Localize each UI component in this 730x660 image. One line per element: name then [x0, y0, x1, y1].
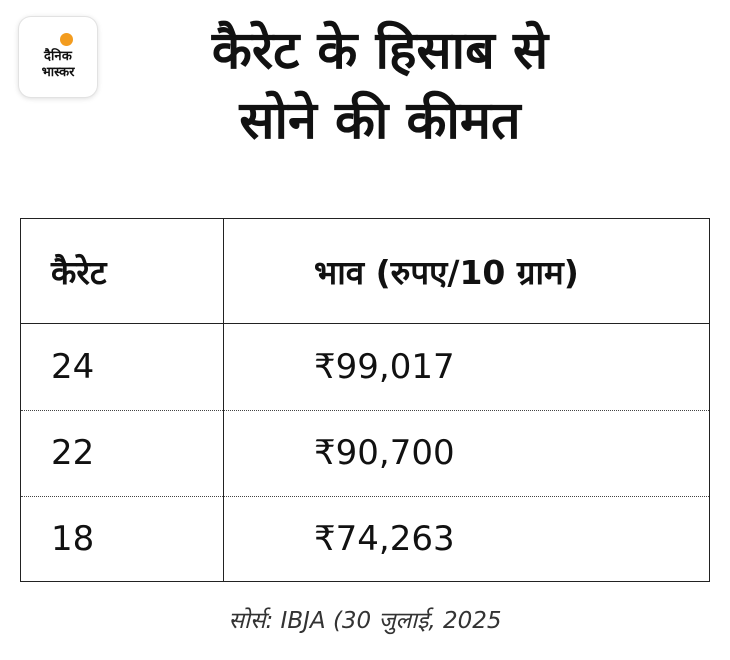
- table-row: 22 ₹90,700: [21, 410, 709, 497]
- table-row: 18 ₹74,263: [21, 496, 709, 581]
- title-line2: सोने की कीमत: [239, 91, 521, 151]
- brand-name-line2: भास्कर: [41, 65, 75, 80]
- table-header-row: कैरेट भाव (रुपए/10 ग्राम): [21, 219, 709, 324]
- price-cell: ₹74,263: [314, 518, 455, 559]
- table-row: 24 ₹99,017: [21, 323, 709, 411]
- title-line1: कैरेट के हिसाब से: [211, 21, 549, 81]
- price-cell: ₹99,017: [314, 346, 455, 387]
- header-carat: कैरेट: [51, 252, 107, 292]
- page-title: कैरेट के हिसाब से सोने की कीमत: [120, 16, 640, 156]
- source-note: सोर्स: IBJA (30 जुलाई, 2025: [228, 608, 502, 634]
- carat-cell: 22: [51, 433, 95, 473]
- carat-cell: 18: [51, 518, 95, 559]
- sun-icon: [60, 33, 73, 46]
- brand-logo: दैनिक भास्कर: [19, 17, 97, 97]
- brand-name-line1: दैनिक: [43, 49, 73, 64]
- header-price: भाव (रुपए/10 ग्राम): [314, 252, 579, 292]
- gold-price-table: कैरेट भाव (रुपए/10 ग्राम) 24 ₹99,017 22 …: [20, 218, 710, 582]
- price-cell: ₹90,700: [314, 433, 455, 473]
- carat-cell: 24: [51, 346, 95, 387]
- column-divider: [223, 219, 224, 581]
